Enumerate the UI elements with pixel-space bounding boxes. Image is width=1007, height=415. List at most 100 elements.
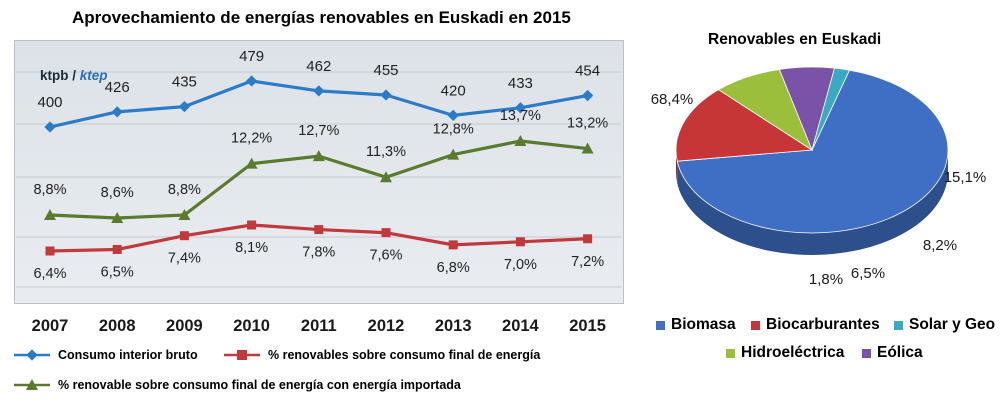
x-tick-2011: 2011 xyxy=(301,317,337,335)
pie-label-Hidroeléctrica: 8,2% xyxy=(923,237,957,254)
legend-item-consumo: Consumo interior bruto xyxy=(12,348,198,362)
data-label-s2-0: 8,8% xyxy=(33,182,66,198)
data-label-s1-4: 7,8% xyxy=(302,245,335,261)
marker-s1-3 xyxy=(247,220,257,230)
pie-label-Biomasa: 68,4% xyxy=(651,91,694,108)
data-label-s2-4: 12,7% xyxy=(298,123,339,139)
line-chart-title: Aprovechamiento de energías renovables e… xyxy=(72,8,571,27)
swatch-eolica xyxy=(862,348,871,358)
marker-s2-6 xyxy=(447,148,460,160)
legend-marker-green xyxy=(14,379,50,390)
legend-marker-red xyxy=(224,350,260,360)
data-label-s0-3: 479 xyxy=(239,48,264,65)
data-label-s0-4: 462 xyxy=(306,58,331,75)
legend-label-consumo: Consumo interior bruto xyxy=(58,348,198,362)
marker-s0-0 xyxy=(44,121,56,133)
x-tick-2010: 2010 xyxy=(233,317,270,335)
marker-s1-1 xyxy=(112,244,122,254)
pie-label-Eólica: 6,5% xyxy=(851,265,885,282)
swatch-hidroelectrica xyxy=(726,348,735,358)
pie-legend-label-solar: Solar y Geo xyxy=(909,316,996,333)
data-label-s1-2: 7,4% xyxy=(168,251,201,267)
marker-s2-4 xyxy=(312,150,325,162)
marker-s2-5 xyxy=(380,171,392,183)
x-tick-2008: 2008 xyxy=(99,317,136,335)
data-label-s0-1: 426 xyxy=(105,79,130,96)
swatch-biocarburantes xyxy=(751,320,760,330)
data-label-s2-2: 8,8% xyxy=(168,182,201,198)
data-label-s2-1: 8,6% xyxy=(101,185,134,201)
pie-legend-biomasa: Biomasa xyxy=(656,316,736,334)
data-label-s1-6: 6,8% xyxy=(437,260,470,276)
legend-label-renovables: % renovables sobre consumo final de ener… xyxy=(268,348,541,362)
marker-s1-4 xyxy=(314,225,324,235)
x-tick-2015: 2015 xyxy=(569,317,606,335)
marker-s0-5 xyxy=(380,89,392,101)
marker-s1-5 xyxy=(381,228,391,238)
x-tick-2007: 2007 xyxy=(32,317,69,335)
marker-s2-0 xyxy=(44,209,56,220)
pie-legend-eolica: Eólica xyxy=(862,344,923,362)
data-label-s1-5: 7,6% xyxy=(369,248,402,264)
data-label-s1-3: 8,1% xyxy=(235,240,268,256)
legend-item-importada: % renovable sobre consumo final de energ… xyxy=(12,378,461,392)
pie-slice-Solar y Geo xyxy=(811,67,851,151)
x-tick-2009: 2009 xyxy=(166,317,203,335)
pie-legend-hidroelectrica: Hidroeléctrica xyxy=(726,344,844,362)
marker-s0-1 xyxy=(111,106,123,118)
pie-label-Solar y Geo: 1,8% xyxy=(809,271,843,288)
x-tick-2012: 2012 xyxy=(368,317,405,335)
marker-s0-3 xyxy=(245,75,258,87)
data-label-s1-1: 6,5% xyxy=(101,264,134,280)
data-label-s2-6: 12,8% xyxy=(433,122,474,138)
data-label-s0-0: 400 xyxy=(37,94,62,111)
marker-s0-8 xyxy=(581,89,594,102)
pie-chart-title: Renovables en Euskadi xyxy=(708,31,882,48)
data-label-s1-8: 7,2% xyxy=(571,254,604,270)
marker-s1-8 xyxy=(583,234,593,244)
marker-s2-7 xyxy=(514,135,527,146)
swatch-solar xyxy=(894,320,903,330)
pie-legend-solar: Solar y Geo xyxy=(894,316,995,334)
pie-legend-label-biocarburantes: Biocarburantes xyxy=(766,316,880,333)
pie-slice-Biocarburantes xyxy=(675,89,814,162)
pie-label-Biocarburantes: 15,1% xyxy=(944,169,987,186)
marker-s0-4 xyxy=(313,85,325,97)
data-label-s0-5: 455 xyxy=(373,62,398,79)
pie-legend-label-biomasa: Biomasa xyxy=(671,316,736,333)
marker-s2-1 xyxy=(111,212,124,224)
data-label-s0-8: 454 xyxy=(575,63,600,80)
pie-legend-label-hidroelectrica: Hidroeléctrica xyxy=(741,344,845,361)
marker-s1-2 xyxy=(179,231,189,241)
swatch-biomasa xyxy=(656,320,665,330)
marker-s0-2 xyxy=(178,100,191,113)
marker-s1-0 xyxy=(45,246,55,256)
pie-legend-label-eolica: Eólica xyxy=(877,344,923,361)
pie-legend-biocarburantes: Biocarburantes xyxy=(751,316,880,334)
unit-label: ktpb / ktep xyxy=(40,68,108,83)
legend-marker-blue xyxy=(14,349,50,361)
marker-s1-7 xyxy=(515,237,525,247)
x-tick-2014: 2014 xyxy=(502,317,540,335)
marker-s0-6 xyxy=(447,109,459,122)
pie-side-0-0 xyxy=(677,150,948,255)
data-label-s2-3: 12,2% xyxy=(231,131,272,147)
marker-s1-6 xyxy=(448,240,458,250)
data-label-s2-8: 13,2% xyxy=(567,116,608,132)
plot-panel xyxy=(14,40,624,304)
data-label-s2-5: 11,3% xyxy=(366,144,406,160)
data-label-s1-7: 7,0% xyxy=(504,257,537,273)
marker-s2-2 xyxy=(178,209,191,220)
pie-slice-Biomasa xyxy=(676,69,949,234)
data-label-s0-2: 435 xyxy=(172,74,197,91)
marker-s2-8 xyxy=(581,142,594,154)
legend-label-importada: % renovable sobre consumo final de energ… xyxy=(58,378,461,392)
data-label-s0-6: 420 xyxy=(441,82,466,99)
data-label-s0-7: 433 xyxy=(508,75,533,92)
marker-s2-3 xyxy=(245,157,258,169)
legend-item-renovables: % renovables sobre consumo final de ener… xyxy=(222,348,540,362)
data-label-s2-7: 13,7% xyxy=(500,108,541,124)
data-label-s1-0: 6,4% xyxy=(33,266,66,282)
x-tick-2013: 2013 xyxy=(435,317,472,335)
